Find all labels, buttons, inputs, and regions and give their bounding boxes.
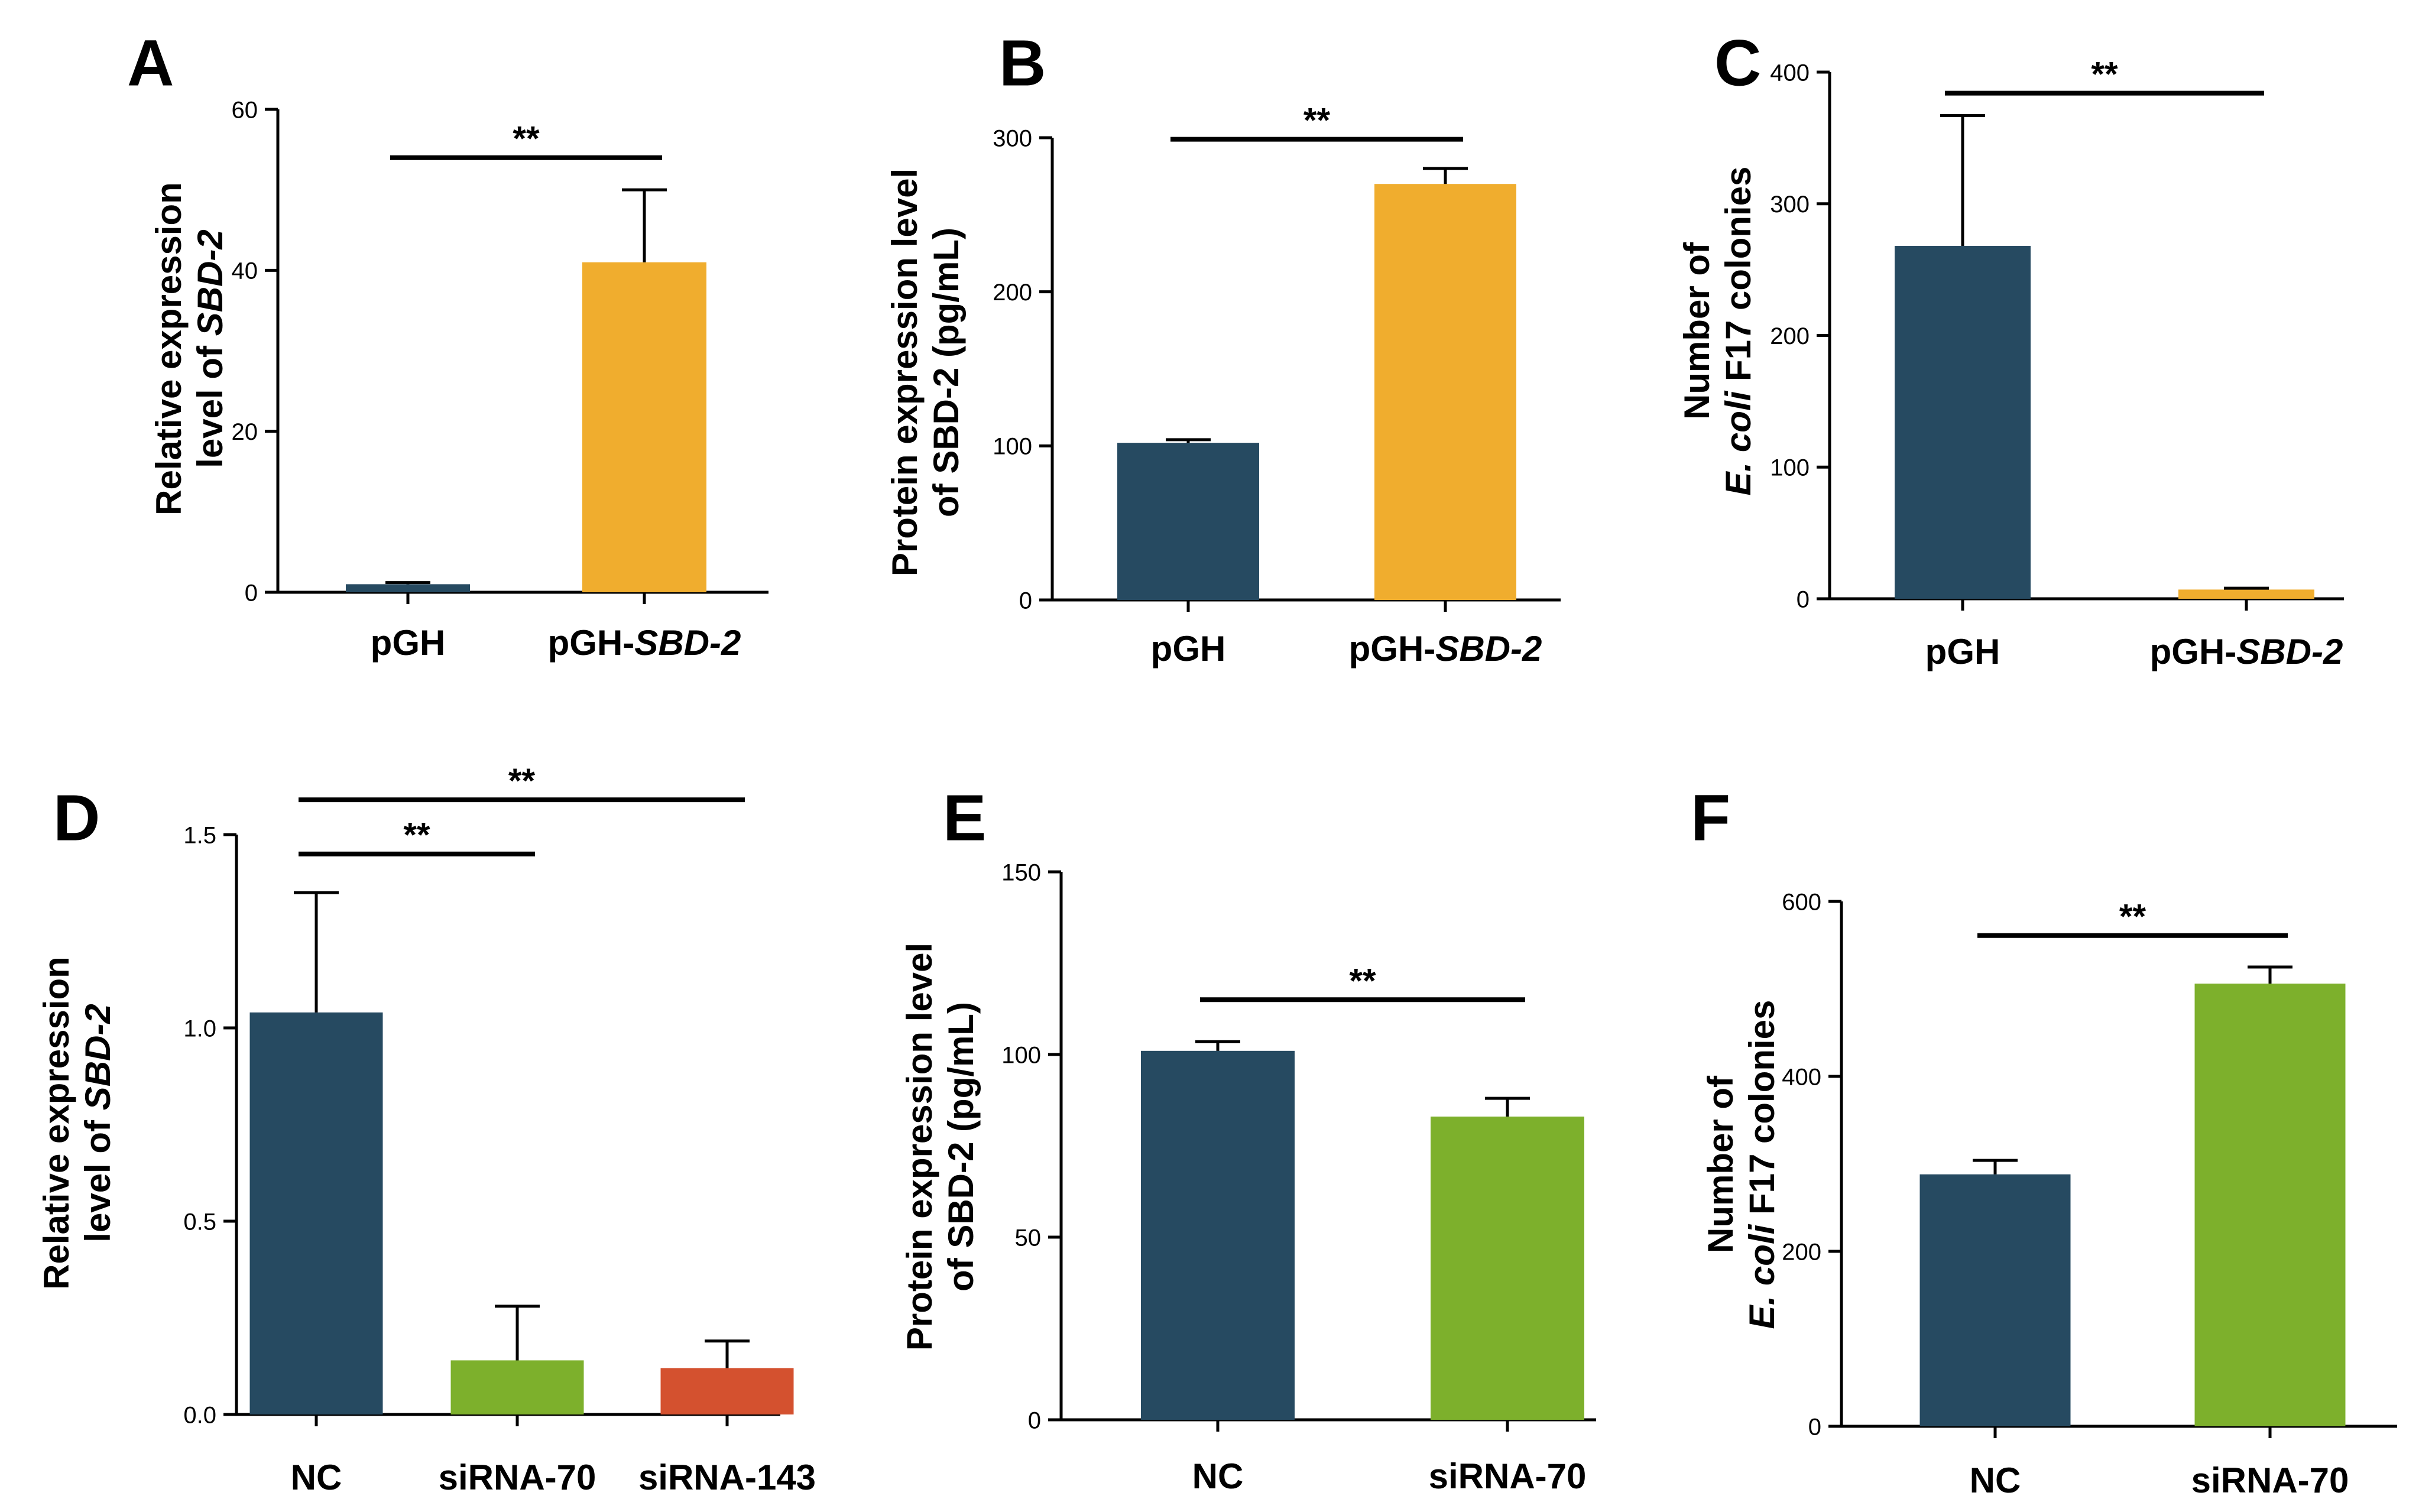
panel-b-letter: B	[999, 27, 1046, 100]
panel-d-letter: D	[53, 782, 100, 855]
panel-a-bar	[582, 262, 706, 592]
panel-b-category-label: pGH-SBD-2	[1349, 629, 1542, 669]
panel-a-ylabel-line: Relative expression	[149, 182, 189, 515]
panel-d-significance-label: **	[403, 816, 430, 855]
panel-a-ytick-label: 20	[232, 419, 258, 445]
panel-d-ytick-label: 0.5	[183, 1209, 216, 1235]
panel-a-ytick-label: 0	[245, 580, 258, 606]
panel-d-bar	[450, 1360, 584, 1414]
panel-f-ytick-label: 400	[1782, 1064, 1821, 1090]
panel-f-ylabel-line: Number of	[1701, 1075, 1740, 1253]
panel-d-category-label: siRNA-70	[439, 1458, 596, 1497]
panel-c-category-label: pGH	[1925, 632, 2000, 671]
panel-f-category-label: NC	[1970, 1461, 2021, 1500]
panel-d-significance-label: **	[508, 762, 536, 800]
panel-e-ytick-label: 50	[1015, 1225, 1042, 1251]
panel-a-bar	[346, 584, 470, 592]
panel-f-significance-label: **	[2119, 898, 2146, 936]
panel-e-letter: E	[943, 782, 986, 855]
panel-f-bar	[1919, 1174, 2071, 1426]
panel-e-ylabel-line: of SBD-2 (pg/mL)	[941, 1002, 981, 1292]
panel-d-category-label: siRNA-143	[638, 1458, 816, 1497]
panel-e-category-label: NC	[1192, 1456, 1244, 1496]
panel-c-ytick-label: 100	[1770, 455, 1810, 481]
panel-f-ytick-label: 600	[1782, 889, 1821, 915]
panel-c-ylabel-line: Number of	[1677, 242, 1717, 420]
panel-e: E 0 50 100 150 Protein expression level of SBD…	[900, 782, 1596, 1496]
panel-f-ytick-label: 0	[1808, 1414, 1821, 1440]
panel-a-category-label: pGH	[371, 623, 446, 663]
panel-b-bar	[1117, 443, 1259, 600]
panel-c-ytick-label: 300	[1770, 192, 1810, 218]
panel-b-significance-label: **	[1303, 102, 1331, 140]
panel-d-ylabel-line: level of SBD-2	[78, 1004, 118, 1242]
panel-f: F 0 200 400 600 Number ofE. coli F17 colonies…	[1691, 782, 2397, 1500]
panel-b: B 0 100 200 300 Protein expression level of SB…	[885, 27, 1561, 669]
panel-a-category-label: pGH-SBD-2	[548, 623, 741, 663]
panel-b-ytick-label: 200	[993, 280, 1032, 306]
panel-c: C 0 100 200 300 400 Number ofE. coli F17 colon…	[1677, 27, 2344, 671]
panel-b-bar	[1374, 184, 1516, 600]
panel-a-significance-label: **	[513, 120, 540, 158]
panel-b-category-label: pGH	[1151, 629, 1226, 669]
panel-f-letter: F	[1691, 782, 1730, 855]
panel-a-ylabel-line: level of SBD-2	[190, 229, 230, 468]
panel-e-ytick-label: 150	[1001, 859, 1041, 885]
panel-d-ytick-label: 1.0	[183, 1015, 216, 1041]
panel-b-ytick-label: 300	[993, 125, 1032, 151]
panel-c-ylabel-line: E. coli F17 colonies	[1718, 167, 1758, 496]
panel-e-bar	[1141, 1050, 1295, 1420]
panel-c-category-label: pGH-SBD-2	[2150, 632, 2343, 671]
panel-d: D 0.0 0.5 1.0 1.5 Relative expression level of…	[37, 762, 816, 1497]
panel-a-letter: A	[127, 27, 174, 100]
panel-c-ytick-label: 0	[1797, 586, 1810, 612]
panel-a-ytick-label: 60	[232, 97, 258, 123]
panel-b-ylabel-line: Protein expression level	[885, 168, 925, 576]
panel-d-ytick-label: 0.0	[183, 1402, 216, 1428]
panel-e-category-label: siRNA-70	[1429, 1456, 1587, 1496]
panel-b-ylabel-line: of SBD-2 (pg/mL)	[926, 228, 966, 517]
panel-d-bar	[249, 1012, 383, 1414]
panel-f-bar	[2194, 984, 2346, 1426]
panel-f-ytick-label: 200	[1782, 1239, 1821, 1265]
panel-b-ytick-label: 0	[1019, 588, 1032, 614]
panel-b-ytick-label: 100	[993, 434, 1032, 460]
panel-c-letter: C	[1714, 27, 1761, 100]
panel-c-significance-label: **	[2091, 56, 2118, 94]
panel-e-bar	[1431, 1117, 1584, 1420]
panel-a: A 0 20 40 60 Relative expression level of SBD-…	[127, 27, 768, 663]
panel-f-category-label: siRNA-70	[2191, 1461, 2349, 1500]
panel-c-bar	[1895, 246, 2031, 599]
panel-c-ytick-label: 200	[1770, 323, 1810, 349]
panel-d-ytick-label: 1.5	[183, 822, 216, 848]
panel-e-ylabel-line: Protein expression level	[900, 943, 939, 1351]
panel-f-ylabel-line: E. coli F17 colonies	[1742, 1000, 1782, 1329]
panel-c-ytick-label: 400	[1770, 60, 1810, 86]
panel-a-ytick-label: 40	[232, 258, 258, 284]
panel-d-category-label: NC	[291, 1458, 342, 1497]
panel-d-ylabel-line: Relative expression	[37, 956, 76, 1290]
panel-e-ytick-label: 100	[1001, 1042, 1041, 1068]
panel-c-bar	[2178, 589, 2314, 599]
panel-d-bar	[660, 1368, 794, 1414]
panel-e-significance-label: **	[1349, 962, 1376, 1000]
panel-e-ytick-label: 0	[1028, 1407, 1041, 1433]
